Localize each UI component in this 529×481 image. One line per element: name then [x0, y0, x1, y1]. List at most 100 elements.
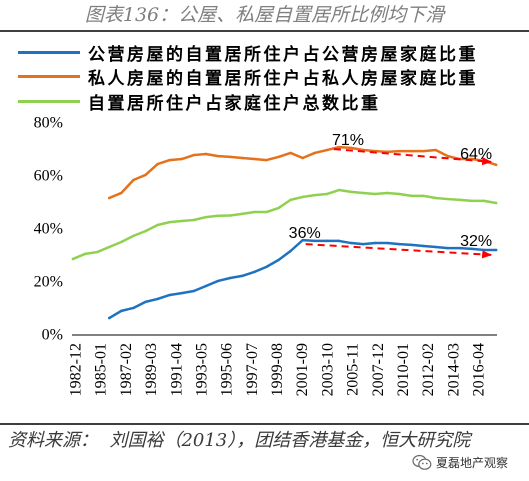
legend-label-private-housing: 私人房屋的自置居所住户占私人房屋家庭比重 [88, 69, 478, 90]
data-point [168, 220, 171, 224]
data-point [132, 178, 135, 182]
legend: 公营房屋的自置居所住户占公营房屋家庭比重 私人房屋的自置居所住户占私人房屋家庭比… [18, 40, 523, 114]
data-point [204, 152, 208, 156]
data-point [325, 192, 329, 196]
data-point [410, 149, 413, 153]
data-point [144, 300, 147, 304]
x-tick-label: 2007-12 [370, 343, 387, 396]
data-point [398, 192, 401, 196]
data-point [313, 193, 317, 197]
data-point [144, 173, 147, 177]
data-point [192, 218, 196, 222]
legend-item-public-housing: 公营房屋的自置居所住户占公营房屋家庭比重 [18, 40, 523, 65]
source-divider [0, 423, 529, 425]
data-point [192, 289, 196, 293]
legend-swatch-all-households [18, 99, 80, 103]
legend-label-public-housing: 公营房屋的自置居所住户占公营房屋家庭比重 [88, 44, 478, 65]
data-point [325, 239, 329, 243]
y-tick-label: 60% [34, 168, 63, 185]
line-chart: 0% 20% 40% 60% 80% 1982-12 1985-01 1987-02 1989-… [34, 115, 498, 397]
title-divider [0, 30, 529, 32]
data-point [228, 276, 232, 280]
data-label: 71% [332, 132, 364, 149]
data-point [228, 155, 232, 159]
data-label: 64% [460, 146, 492, 163]
data-point [301, 156, 304, 160]
data-point [289, 151, 292, 155]
data-point [132, 306, 135, 310]
x-tick-label: 1995-06 [219, 343, 236, 396]
x-tick-label: 1999-08 [269, 343, 286, 396]
data-point [373, 241, 377, 245]
y-tick-label: 0% [42, 327, 63, 344]
data-point [216, 214, 220, 217]
x-tick-label: 1989-03 [143, 343, 160, 396]
legend-swatch-public-housing [18, 50, 80, 54]
data-point [120, 309, 123, 313]
source-note: 资料来源： 刘国裕（2013），团结香港基金，恒大研究院 [8, 430, 471, 451]
data-point [422, 194, 425, 198]
series-line-all-households-group [71, 188, 498, 261]
data-point [313, 239, 317, 243]
data-point [108, 245, 111, 249]
data-point [446, 197, 450, 201]
data-point [494, 248, 498, 252]
series-line-private-housing [108, 145, 498, 200]
data-point [108, 316, 111, 320]
data-point [83, 252, 87, 256]
x-tick-label: 1997-07 [244, 343, 261, 396]
data-point [337, 188, 341, 192]
data-point [325, 148, 329, 152]
data-point [228, 214, 232, 217]
wechat-icon [412, 454, 432, 470]
axis-tick-labels: 0% 20% 40% 60% 80% 1982-12 1985-01 1987-02 1989-… [34, 115, 488, 397]
watermark-text: 夏磊地产观察 [436, 455, 509, 470]
legend-item-private-housing: 私人房屋的自置居所住户占私人房屋家庭比重 [18, 65, 523, 90]
legend-swatch-private-housing [18, 75, 80, 79]
data-point [240, 212, 244, 216]
data-point [240, 156, 244, 160]
data-point [240, 274, 244, 278]
data-point [204, 215, 208, 219]
data-point [277, 155, 280, 159]
data-point [386, 191, 389, 195]
data-point [458, 246, 462, 250]
data-point [180, 157, 184, 161]
series-lines [71, 145, 498, 320]
data-point [289, 249, 292, 253]
data-point [410, 194, 413, 198]
x-tick-label: 1991-04 [168, 343, 185, 396]
x-tick-label: 2010-01 [395, 343, 412, 396]
data-point [277, 206, 280, 210]
x-tick-label: 2005-11 [345, 343, 362, 396]
data-point [349, 146, 353, 150]
data-point [168, 293, 171, 297]
y-tick-label: 20% [34, 274, 63, 291]
data-point [71, 257, 75, 261]
data-point [434, 245, 437, 249]
data-point [470, 199, 474, 203]
data-point [434, 148, 437, 152]
data-point [470, 247, 474, 251]
data-point [398, 242, 401, 246]
legend-label-all-households: 自置居所住户占家庭住户总数比重 [88, 93, 381, 114]
data-point [301, 195, 304, 199]
data-point [349, 190, 353, 194]
data-point [361, 191, 365, 195]
data-point [349, 241, 353, 245]
data-point [434, 196, 437, 200]
trend-arrow [333, 148, 493, 166]
data-point [265, 158, 268, 162]
data-point [289, 198, 292, 202]
trend-arrows [305, 148, 493, 259]
x-tick-label: 2001-09 [294, 343, 311, 396]
data-point [398, 149, 401, 153]
data-point [446, 246, 450, 250]
data-point [337, 145, 341, 149]
data-point [277, 258, 280, 262]
x-tick-label: 2016-04 [471, 343, 488, 396]
data-labels: 71% 64% 36% 32% [289, 132, 492, 250]
data-point [95, 250, 99, 254]
trend-arrow [305, 243, 493, 259]
